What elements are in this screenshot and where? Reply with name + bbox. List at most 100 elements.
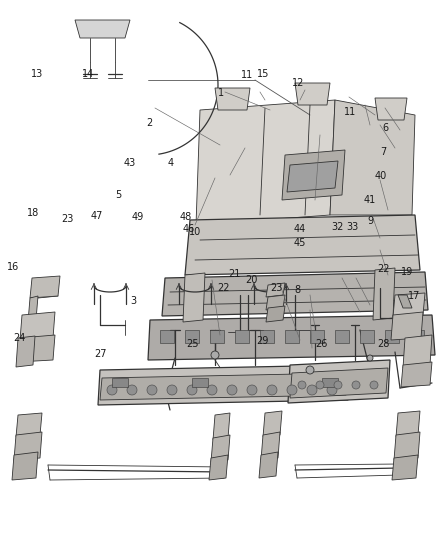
Circle shape <box>370 381 378 389</box>
Polygon shape <box>295 83 330 105</box>
Text: 49: 49 <box>132 213 144 222</box>
Text: 23: 23 <box>270 283 282 293</box>
Polygon shape <box>266 283 285 297</box>
Circle shape <box>187 385 197 395</box>
Polygon shape <box>148 315 435 360</box>
Polygon shape <box>209 455 228 480</box>
Circle shape <box>352 381 360 389</box>
Polygon shape <box>75 20 130 38</box>
Text: 46: 46 <box>182 224 194 234</box>
Text: 16: 16 <box>7 262 19 271</box>
Text: 11: 11 <box>344 107 357 117</box>
Polygon shape <box>18 335 55 362</box>
Text: 45: 45 <box>294 238 306 247</box>
Polygon shape <box>322 378 338 387</box>
Circle shape <box>147 385 157 395</box>
Polygon shape <box>401 362 432 387</box>
Polygon shape <box>360 330 374 343</box>
Text: 14: 14 <box>81 69 94 78</box>
Text: 1: 1 <box>218 88 224 98</box>
Polygon shape <box>235 330 249 343</box>
Text: 6: 6 <box>382 123 389 133</box>
Text: 12: 12 <box>292 78 304 87</box>
Polygon shape <box>185 330 199 343</box>
Text: 13: 13 <box>31 69 43 78</box>
Circle shape <box>107 385 117 395</box>
Circle shape <box>287 385 297 395</box>
Text: 11: 11 <box>241 70 254 79</box>
Text: 26: 26 <box>316 339 328 349</box>
Text: 40: 40 <box>375 171 387 181</box>
Polygon shape <box>260 330 274 343</box>
Text: 22: 22 <box>377 264 389 274</box>
Polygon shape <box>375 98 407 120</box>
Polygon shape <box>12 452 38 480</box>
Polygon shape <box>398 295 412 308</box>
Polygon shape <box>100 373 348 400</box>
Text: 17: 17 <box>408 291 420 301</box>
Text: 25: 25 <box>187 339 199 349</box>
Polygon shape <box>98 365 350 405</box>
Text: 8: 8 <box>295 286 301 295</box>
Polygon shape <box>282 150 345 200</box>
Polygon shape <box>28 296 38 322</box>
Circle shape <box>211 351 219 359</box>
Polygon shape <box>403 335 432 368</box>
Circle shape <box>167 385 177 395</box>
Polygon shape <box>215 88 250 110</box>
Text: 47: 47 <box>90 211 102 221</box>
Text: 29: 29 <box>257 336 269 346</box>
Circle shape <box>227 385 237 395</box>
Circle shape <box>298 381 306 389</box>
Polygon shape <box>160 330 174 343</box>
Circle shape <box>327 385 337 395</box>
Polygon shape <box>335 330 349 343</box>
Text: 2: 2 <box>146 118 152 127</box>
Polygon shape <box>266 295 285 310</box>
Text: 23: 23 <box>62 214 74 223</box>
Text: 33: 33 <box>346 222 359 231</box>
Text: 7: 7 <box>380 147 386 157</box>
Polygon shape <box>391 312 423 340</box>
Polygon shape <box>20 312 55 340</box>
Polygon shape <box>211 435 230 462</box>
Text: 21: 21 <box>228 270 240 279</box>
Text: 41: 41 <box>364 195 376 205</box>
Circle shape <box>207 385 217 395</box>
Circle shape <box>307 385 317 395</box>
Polygon shape <box>30 276 60 298</box>
Polygon shape <box>16 413 42 437</box>
Polygon shape <box>385 330 399 343</box>
Polygon shape <box>396 411 420 437</box>
Text: 28: 28 <box>377 339 389 349</box>
Text: 44: 44 <box>294 224 306 234</box>
Polygon shape <box>259 452 278 478</box>
Polygon shape <box>394 432 420 460</box>
Circle shape <box>306 366 314 374</box>
Text: 24: 24 <box>14 334 26 343</box>
Polygon shape <box>373 268 395 320</box>
Polygon shape <box>196 100 335 225</box>
Polygon shape <box>185 215 420 275</box>
Text: 5: 5 <box>115 190 121 199</box>
Text: 43: 43 <box>123 158 135 167</box>
Text: 19: 19 <box>401 267 413 277</box>
Polygon shape <box>14 432 42 460</box>
Text: 9: 9 <box>367 216 373 226</box>
Polygon shape <box>285 330 299 343</box>
Polygon shape <box>162 272 428 316</box>
Circle shape <box>316 381 324 389</box>
Polygon shape <box>192 378 208 387</box>
Text: 3: 3 <box>131 296 137 306</box>
Polygon shape <box>330 100 415 215</box>
Circle shape <box>267 385 277 395</box>
Text: 48: 48 <box>180 213 192 222</box>
Polygon shape <box>392 455 418 480</box>
Polygon shape <box>290 368 388 398</box>
Circle shape <box>127 385 137 395</box>
Polygon shape <box>213 413 230 440</box>
Polygon shape <box>288 360 390 403</box>
Polygon shape <box>16 336 35 367</box>
Polygon shape <box>263 411 282 437</box>
Text: 4: 4 <box>168 158 174 167</box>
